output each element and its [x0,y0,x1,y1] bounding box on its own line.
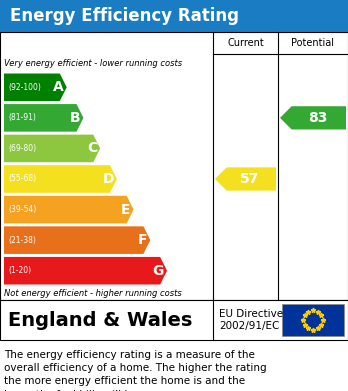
Polygon shape [4,257,167,285]
Polygon shape [4,135,100,162]
Text: G: G [153,264,164,278]
Text: C: C [87,142,97,156]
Text: Not energy efficient - higher running costs: Not energy efficient - higher running co… [4,289,182,298]
Polygon shape [4,196,134,223]
Text: 57: 57 [240,172,259,186]
Text: England & Wales: England & Wales [8,310,192,330]
Text: (39-54): (39-54) [8,205,36,214]
Text: B: B [70,111,80,125]
Text: (55-68): (55-68) [8,174,36,183]
Text: Very energy efficient - lower running costs: Very energy efficient - lower running co… [4,59,182,68]
Text: (21-38): (21-38) [8,236,36,245]
Text: F: F [138,233,147,247]
Bar [282,304,344,336]
Polygon shape [4,165,117,193]
Text: (81-91): (81-91) [8,113,36,122]
Text: 83: 83 [308,111,328,125]
Text: Energy Efficiency Rating: Energy Efficiency Rating [10,7,239,25]
Text: (1-20): (1-20) [8,266,31,275]
Polygon shape [4,226,150,254]
Polygon shape [280,106,346,129]
Bar [0,32,348,300]
Bar [0,0,348,32]
Polygon shape [4,74,67,101]
Text: The energy efficiency rating is a measure of the
overall efficiency of a home. T: The energy efficiency rating is a measur… [4,350,267,391]
Text: EU Directive
2002/91/EC: EU Directive 2002/91/EC [219,309,283,331]
Text: D: D [102,172,114,186]
Polygon shape [215,167,276,191]
Text: (92-100): (92-100) [8,83,41,92]
Text: Potential: Potential [292,38,334,48]
Text: Current: Current [227,38,264,48]
Text: (69-80): (69-80) [8,144,36,153]
Text: E: E [121,203,130,217]
Polygon shape [4,104,84,132]
Text: A: A [53,80,64,94]
Bar [0,300,348,340]
